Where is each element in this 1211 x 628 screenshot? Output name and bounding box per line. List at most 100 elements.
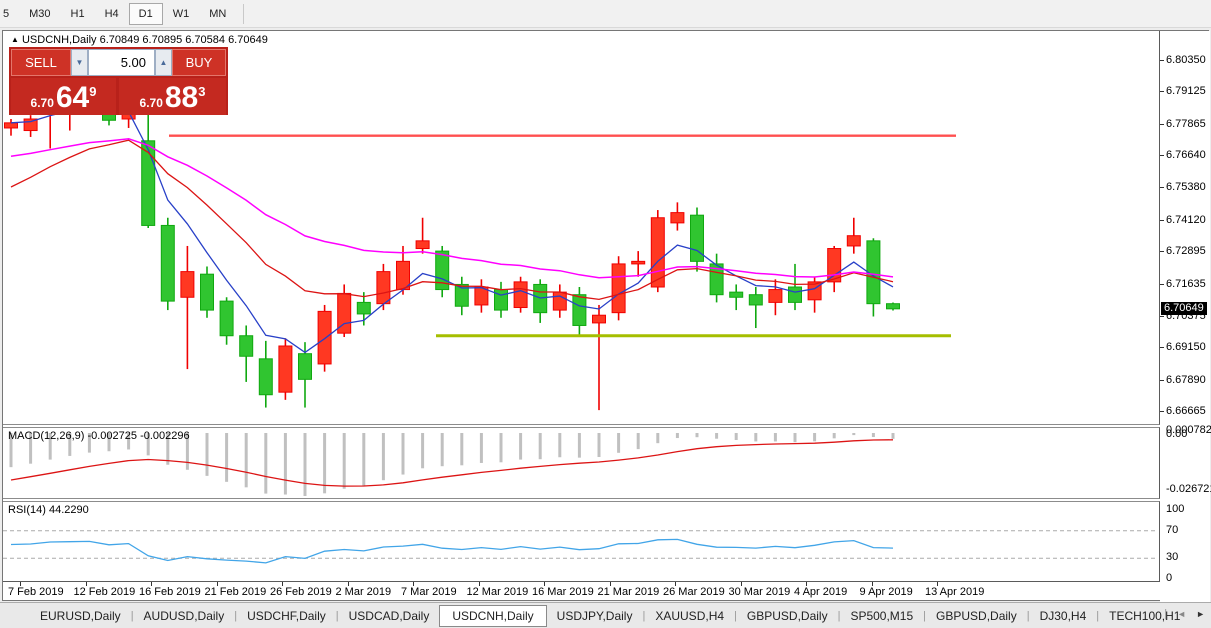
- candle-body: [729, 291, 744, 298]
- timeframe-button-h4[interactable]: H4: [104, 7, 119, 20]
- price-axis: 6.80350 6.79125 6.77865 6.76640 6.75380 6.741…: [1160, 31, 1211, 602]
- candle-body: [376, 271, 391, 305]
- date-axis-label: 4 Apr 2019: [794, 586, 848, 598]
- date-axis-label: 12 Feb 2019: [73, 586, 136, 598]
- sell-button[interactable]: SELL: [11, 49, 71, 76]
- sell-price-big: 64: [55, 81, 90, 114]
- tab-separator: |: [335, 609, 339, 622]
- price-axis-tick: [1160, 123, 1164, 125]
- toolbar-separator: [243, 3, 245, 24]
- tab-separator: |: [923, 609, 927, 622]
- candle-body: [846, 235, 861, 247]
- candle-body: [552, 291, 567, 311]
- chart-tab-bar: EURUSD,Daily | AUDUSD,Daily | USDCHF,Daily | U…: [0, 602, 1211, 628]
- sell-price-pip: 9: [89, 84, 97, 99]
- volume-increase-button[interactable]: ▲: [155, 49, 172, 76]
- date-axis-tick: [740, 582, 742, 586]
- tab-usdcad-daily[interactable]: USDCAD,Daily: [348, 608, 430, 623]
- collapse-triangle-icon[interactable]: ▲: [11, 35, 19, 44]
- sell-price-prefix: 6.70: [30, 96, 54, 110]
- tab-dj30-h4[interactable]: DJ30,H4: [1039, 608, 1087, 623]
- timeframe-button-w1[interactable]: W1: [172, 7, 190, 20]
- candle-body: [23, 118, 38, 132]
- candle-body: [670, 212, 685, 224]
- candle-body: [886, 303, 900, 310]
- date-axis-label: 16 Feb 2019: [139, 586, 201, 598]
- tab-sp500-m15[interactable]: SP500,M15: [850, 608, 914, 623]
- rsi-axis-label: 0: [1166, 572, 1173, 584]
- date-axis-tick: [937, 582, 938, 586]
- tab-usdchf-daily[interactable]: USDCHF,Daily: [247, 608, 326, 623]
- price-axis-label: 6.77865: [1166, 117, 1206, 130]
- timeframe-toolbar: 5 M30 H1 H4 D1 W1 MN: [0, 0, 1211, 28]
- date-axis-label: 26 Feb 2019: [270, 586, 332, 598]
- date-axis-label: 21 Feb 2019: [204, 586, 267, 598]
- sell-price[interactable]: 6.70 64 9: [11, 78, 116, 115]
- date-axis-tick: [282, 582, 283, 586]
- macd-indicator-pane[interactable]: MACD(12,26,9) -0.002725 -0.002296: [3, 427, 1160, 499]
- tab-separator: |: [1096, 609, 1100, 622]
- tab-scroller-separator: |: [1164, 608, 1168, 620]
- date-axis-tick: [544, 582, 545, 586]
- candle-body: [415, 240, 430, 250]
- buy-price-pip: 3: [198, 84, 206, 99]
- volume-decrease-button[interactable]: ▼: [71, 49, 88, 76]
- price-axis-label: 6.76640: [1166, 149, 1206, 162]
- tab-scroll-left-button[interactable]: ◄: [1177, 609, 1187, 619]
- tab-gbpusd-daily[interactable]: GBPUSD,Daily: [746, 608, 828, 623]
- date-axis-tick: [675, 582, 676, 586]
- tab-usdjpy-daily[interactable]: USDJPY,Daily: [556, 608, 633, 623]
- tab-xauusd-h4[interactable]: XAUUSD,H4: [655, 608, 725, 623]
- date-axis-label: 7 Mar 2019: [401, 586, 457, 598]
- date-axis-label: 9 Apr 2019: [859, 586, 913, 598]
- macd-axis-label: 0.00: [1166, 428, 1188, 440]
- rsi-indicator-pane[interactable]: RSI(14) 44.2290: [3, 501, 1160, 582]
- rsi-axis-label: 30: [1166, 551, 1179, 564]
- date-axis-tick: [151, 582, 152, 586]
- macd-axis-label: -0.026721: [1166, 483, 1211, 496]
- date-axis-label: 16 Mar 2019: [532, 586, 594, 598]
- macd-canvas: [9, 433, 895, 496]
- tab-usdcnh-daily[interactable]: USDCNH,Daily: [439, 604, 547, 627]
- timeframe-button-h1[interactable]: H1: [70, 7, 85, 20]
- timeframe-button-d1[interactable]: D1: [128, 2, 163, 25]
- buy-price-prefix: 6.70: [139, 96, 163, 110]
- candle-body: [317, 310, 332, 365]
- date-axis-label: 26 Mar 2019: [663, 586, 725, 598]
- volume-input[interactable]: 5.00: [88, 49, 155, 76]
- date-axis-label: 13 Apr 2019: [925, 586, 985, 598]
- macd-axis-label: 0.000782: [1166, 424, 1211, 436]
- tab-audusd-daily[interactable]: AUDUSD,Daily: [143, 608, 225, 623]
- timeframe-button-m30[interactable]: M30: [29, 7, 51, 20]
- price-axis-tick: [1160, 187, 1164, 189]
- rsi-canvas: [3, 530, 1158, 564]
- candle-body: [278, 345, 293, 393]
- date-axis-tick: [85, 582, 87, 586]
- macd-signal-line: [10, 439, 894, 487]
- tab-gbpusd-daily[interactable]: GBPUSD,Daily: [936, 608, 1017, 623]
- price-axis-tick: [1160, 219, 1164, 221]
- rsi-line: [10, 538, 894, 564]
- candlestick-canvas: [4, 94, 956, 411]
- timeframe-button-mn[interactable]: MN: [209, 7, 227, 20]
- tab-scroll-right-button[interactable]: ►: [1196, 609, 1205, 619]
- macd-label: MACD(12,26,9) -0.002725 -0.002296: [8, 430, 190, 442]
- candle-body: [748, 294, 763, 306]
- rsi-label: RSI(14) 44.2290: [8, 504, 89, 516]
- candle-body: [572, 294, 587, 326]
- price-axis-tick: [1160, 60, 1164, 61]
- candle-body: [258, 358, 273, 396]
- candle-body: [788, 286, 802, 303]
- candle-body: [592, 314, 606, 324]
- tab-tech100-h1[interactable]: TECH100,H1: [1109, 608, 1181, 623]
- buy-price[interactable]: 6.70 88 3: [119, 78, 226, 115]
- tab-eurusd-daily[interactable]: EURUSD,Daily: [40, 608, 121, 623]
- candle-body: [650, 217, 665, 288]
- buy-button[interactable]: BUY: [172, 49, 226, 76]
- date-axis-tick: [806, 582, 807, 586]
- date-axis-tick: [20, 582, 21, 586]
- chart-title: ▲ USDCNH,Daily 6.70849 6.70895 6.70584 6…: [11, 34, 268, 46]
- date-axis-tick: [413, 582, 414, 586]
- timeframe-button-5[interactable]: 5: [3, 7, 10, 20]
- date-axis-tick: [216, 582, 218, 586]
